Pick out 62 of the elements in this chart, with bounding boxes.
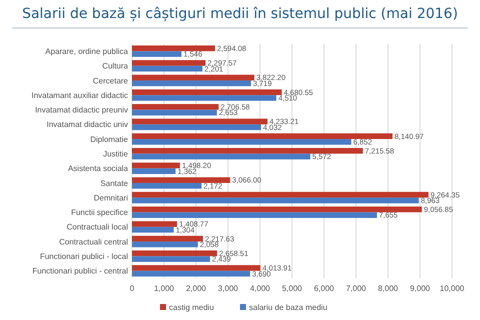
legend-label: castig mediu — [169, 303, 214, 312]
bar — [132, 89, 282, 96]
bar — [132, 66, 202, 72]
y-tick-label: Cercetare — [92, 76, 129, 86]
bar — [132, 60, 206, 66]
y-tick-label: Functii specifice — [71, 208, 129, 218]
bar — [132, 154, 310, 160]
y-tick-label: Contractuali local — [66, 222, 128, 232]
bar — [132, 242, 198, 248]
bar — [132, 221, 178, 227]
x-tick-label: 3,000 — [218, 284, 239, 293]
x-tick-label: 7,000 — [346, 284, 367, 293]
y-tick-label: Functionari publici - central — [32, 266, 128, 276]
y-tick-label: Demnitari — [94, 193, 128, 202]
x-tick-label: 10,000 — [440, 284, 465, 293]
bar — [132, 51, 182, 57]
x-tick-label: 4,000 — [250, 284, 271, 293]
y-tick-label: Invatamant auxiliar didactic — [32, 90, 128, 100]
bar — [132, 192, 428, 198]
y-tick-label: Cultura — [102, 62, 129, 71]
x-tick-label: 2,000 — [186, 284, 207, 293]
x-tick-label: 8,000 — [378, 284, 399, 293]
y-tick-label: Diplomatie — [90, 134, 129, 144]
bar — [132, 212, 377, 218]
bar — [132, 133, 393, 140]
bar — [132, 80, 252, 86]
bar — [132, 206, 422, 212]
bar — [132, 265, 260, 271]
bar — [132, 168, 176, 174]
bar — [132, 139, 352, 145]
y-tick-label: Justitie — [103, 149, 129, 158]
x-tick-label: 9,000 — [410, 284, 431, 293]
bar — [132, 270, 250, 277]
bar — [132, 95, 276, 101]
y-tick-label: Invatamat didactic preuniv — [35, 106, 128, 115]
bar — [132, 45, 216, 52]
bar — [132, 104, 219, 110]
x-tick-label: 0 — [130, 284, 135, 293]
bar — [132, 226, 174, 233]
y-tick-label: Functionari publici - local — [40, 252, 128, 261]
y-tick-label: Aparare, ordine publica — [45, 46, 129, 56]
chart-title: Salarii de bază și câștiguri medii în sistemul public (mai 2016) — [22, 6, 458, 22]
x-tick-label: 1,000 — [154, 284, 175, 293]
bar — [132, 118, 268, 124]
bar — [132, 74, 254, 80]
y-tick-label: Contractuali central — [59, 237, 128, 246]
x-tick-label: 6,000 — [314, 284, 335, 293]
bar — [132, 250, 218, 256]
bar — [132, 110, 217, 116]
x-tick-label: 5,000 — [282, 284, 303, 293]
bar — [132, 124, 262, 130]
bar — [132, 236, 203, 242]
bar — [132, 256, 210, 262]
y-tick-label: Invatamat didactic univ — [46, 120, 128, 130]
legend-label: salariu de baza mediu — [249, 303, 328, 312]
bar — [132, 148, 363, 154]
bar — [132, 162, 180, 168]
y-tick-label: Asistenta sociala — [68, 164, 129, 174]
bar — [132, 198, 419, 204]
bar — [132, 182, 202, 189]
y-tick-label: Santate — [100, 178, 129, 188]
bar — [132, 177, 230, 183]
